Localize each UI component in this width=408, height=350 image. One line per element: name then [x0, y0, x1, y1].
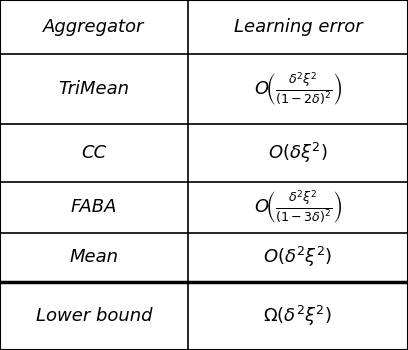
Text: $O\!\left(\frac{\delta^2\xi^2}{(1-2\delta)^2}\right)$: $O\!\left(\frac{\delta^2\xi^2}{(1-2\delt…	[254, 71, 342, 108]
Text: $O\!\left(\frac{\delta^2\xi^2}{(1-3\delta)^2}\right)$: $O\!\left(\frac{\delta^2\xi^2}{(1-3\delt…	[254, 189, 342, 226]
Text: CC: CC	[81, 144, 106, 162]
Text: Lower bound: Lower bound	[35, 307, 152, 325]
Text: Mean: Mean	[69, 248, 118, 266]
Text: $\Omega(\delta^2\xi^2)$: $\Omega(\delta^2\xi^2)$	[264, 304, 332, 328]
Text: $O(\delta\xi^2)$: $O(\delta\xi^2)$	[268, 141, 328, 165]
Text: $O(\delta^2\xi^2)$: $O(\delta^2\xi^2)$	[263, 245, 333, 269]
Text: FABA: FABA	[71, 198, 117, 216]
Text: Aggregator: Aggregator	[43, 18, 144, 36]
Text: Learning error: Learning error	[233, 18, 362, 36]
Text: TriMean: TriMean	[58, 80, 129, 98]
